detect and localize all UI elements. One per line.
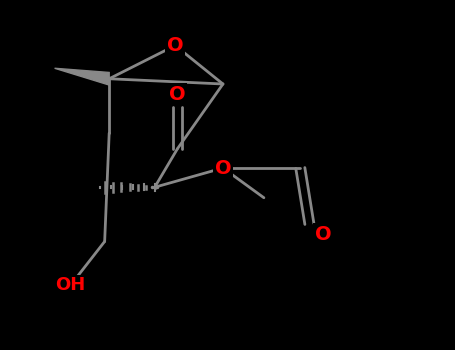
Text: O: O [315, 225, 331, 244]
Polygon shape [55, 68, 109, 85]
Text: O: O [167, 36, 183, 55]
Text: O: O [169, 85, 186, 104]
Text: OH: OH [56, 276, 86, 294]
Text: O: O [215, 159, 231, 177]
